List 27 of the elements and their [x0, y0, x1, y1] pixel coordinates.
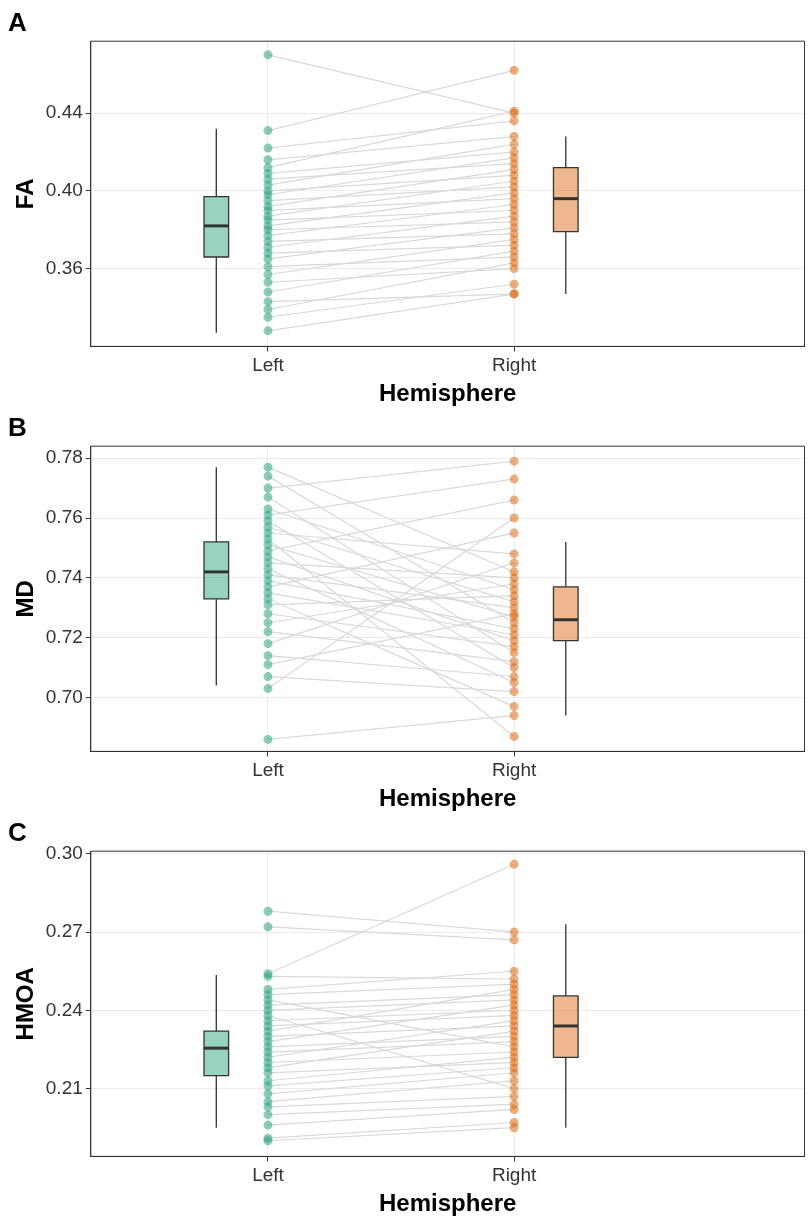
x-tick-label: Left: [252, 354, 285, 376]
y-tick-label: 0.40: [45, 179, 83, 201]
x-tick-label: Left: [252, 1164, 285, 1186]
x-axis-title: Hemisphere: [378, 379, 517, 407]
chart-title: B: [8, 411, 27, 442]
y-tick-label: 0.30: [45, 842, 83, 864]
y-tick-label: 0.78: [45, 446, 83, 468]
y-tick-label: 0.21: [45, 1076, 83, 1098]
x-axis-title: Hemisphere: [378, 1189, 517, 1217]
x-tick-label: Right: [491, 759, 537, 781]
x-tick-label: Left: [252, 759, 285, 781]
y-tick-label: 0.72: [45, 625, 83, 647]
y-axis-title: HMOA: [11, 967, 39, 1041]
x-tick-label: Right: [491, 1164, 537, 1186]
x-axis-title: Hemisphere: [378, 784, 517, 812]
y-tick-label: 0.76: [45, 506, 83, 528]
x-tick-label: Right: [491, 354, 537, 376]
y-tick-label: 0.74: [45, 566, 84, 588]
y-tick-label: 0.36: [45, 256, 83, 278]
y-tick-label: 0.27: [45, 920, 83, 942]
y-axis-title: MD: [11, 580, 39, 618]
y-tick-label: 0.44: [45, 101, 84, 123]
y-tick-label: 0.70: [45, 685, 83, 707]
y-tick-label: 0.24: [45, 998, 84, 1020]
chart-title: C: [8, 816, 27, 847]
y-axis-title: FA: [11, 178, 39, 210]
chart-title: A: [8, 6, 27, 37]
